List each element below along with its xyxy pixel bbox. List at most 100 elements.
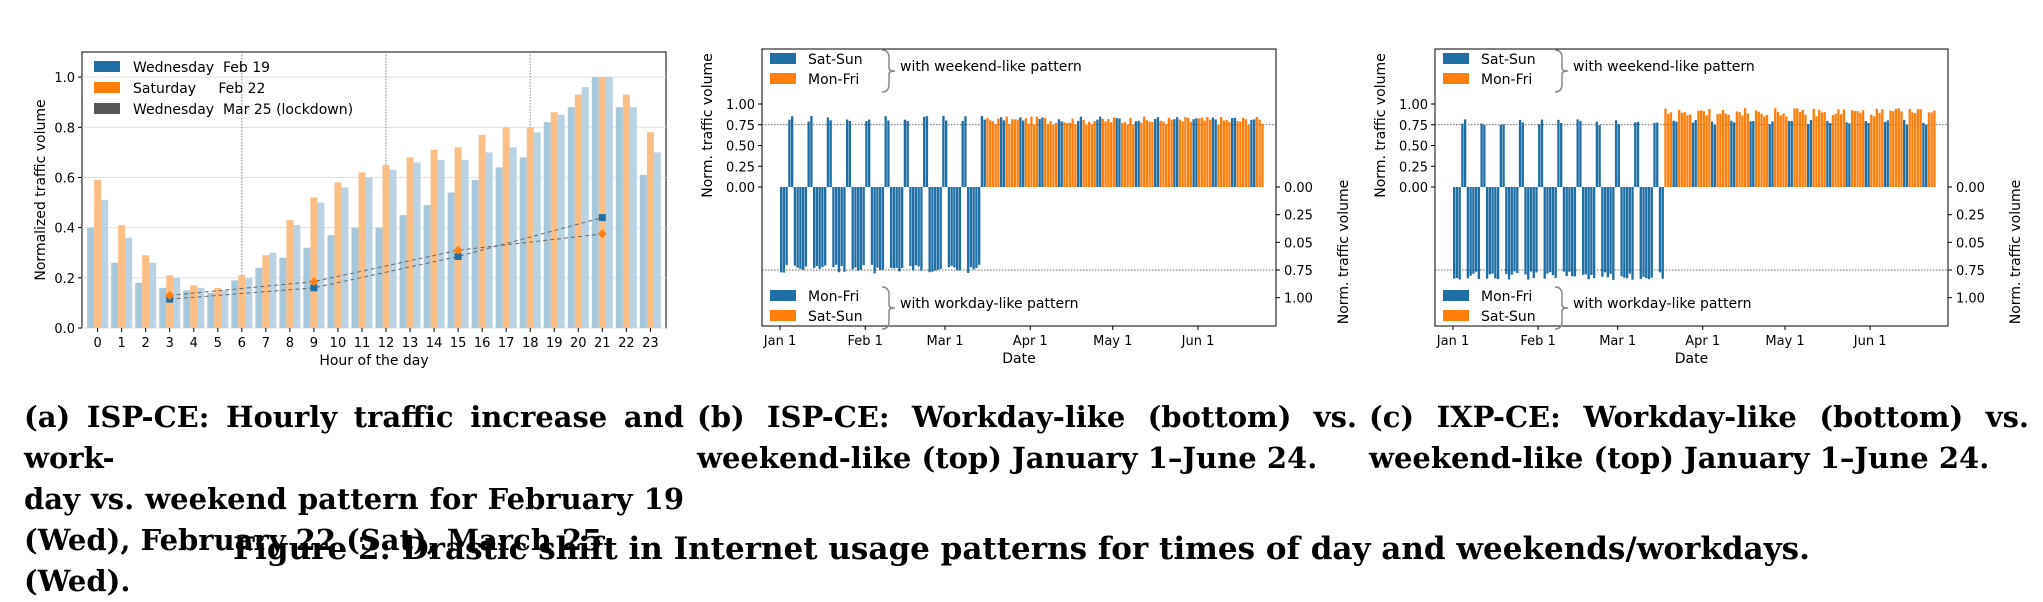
bar-workday-top-c [1872,116,1876,187]
bar-a [567,107,575,328]
bar-workday-bottom-b [851,187,854,270]
bar-workday-bottom-c [1474,187,1478,272]
bar-workday-top-b [1181,121,1184,187]
bar-workday-bottom-b [978,187,981,265]
bar-workday-top-b [1071,118,1074,187]
bar-workday-top-b [1088,121,1091,187]
bar-workday-top-c [1927,112,1931,187]
bar-workday-top-c [1823,111,1826,187]
xtick-label-a: 19 [546,336,563,351]
bar-workday-top-c [1763,116,1766,187]
bar-a [214,287,222,328]
bar-workday-bottom-c [1543,187,1546,279]
bar-workday-top-b [1052,124,1055,187]
bar-workday-top-b [1198,118,1201,187]
bar-workday-bottom-c [1612,187,1615,280]
caption-a-line: day vs. weekend pattern for February 19 [24,482,684,516]
xtick-label-a: 13 [402,336,419,351]
bar-weekend-top-b [829,120,832,187]
caption-c-line: weekend-like (top) January 1–June 24. [1369,441,1990,475]
xtick-label-b: Jan 1 [763,334,796,349]
bar-weekend-top-b [1173,119,1176,187]
caption-b: (b) ISP-CE: Workday-like (bottom) vs. we… [697,397,1357,479]
bar-workday-top-b [1132,124,1135,187]
bar-workday-bottom-c [1491,187,1494,274]
bar-workday-top-b [1200,117,1204,187]
bar-weekend-top-b [884,116,887,187]
bar-workday-top-c [1859,112,1862,187]
bar-workday-top-c [1782,113,1785,187]
bar-weekend-top-b [788,119,791,187]
bar-workday-bottom-c [1485,187,1489,279]
legend-label-c: Mon-Fri [1481,289,1532,305]
xtick-label-a: 15 [450,336,467,351]
bar-workday-bottom-b [909,187,912,267]
bar-a [382,164,390,328]
bar-weekend-top-b [1211,117,1215,187]
bar-a [255,267,263,328]
bar-a [509,147,517,328]
bar-workday-top-b [1110,122,1113,187]
bar-workday-top-c [1900,111,1903,187]
bar-workday-top-b [1242,117,1245,187]
bar-workday-bottom-c [1571,187,1574,277]
bar-workday-bottom-b [901,187,904,269]
bar-workday-top-c [1837,109,1840,187]
bar-a [406,157,414,328]
xtick-label-c: May 1 [1765,334,1804,349]
xtick-label-c: Feb 1 [1520,334,1555,349]
bar-workday-bottom-b [876,187,879,268]
bar-weekend-top-c [1617,124,1620,187]
bar-workday-top-b [1030,116,1033,187]
bar-workday-top-b [1220,117,1223,187]
bar-weekend-top-b [807,121,810,187]
bar-workday-top-b [1184,117,1187,187]
bar-workday-top-c [1842,109,1846,187]
bar-workday-bottom-b [835,187,838,265]
bar-a [447,192,455,328]
bar-workday-bottom-c [1609,187,1612,274]
bar-a [327,235,335,328]
bar-workday-top-b [1101,118,1105,187]
bar-workday-top-b [997,118,1000,187]
bar-a [543,122,551,328]
bar-workday-bottom-b [950,187,953,266]
bar-a [478,134,486,328]
trend-line-a [169,233,603,296]
bar-weekend-top-c [1807,124,1810,187]
bar-workday-top-b [1011,119,1014,187]
legend-label-a: Wednesday Mar 25 (lockdown) [133,102,353,118]
bar-workday-bottom-b [821,187,824,267]
bar-a [159,287,167,328]
bar-weekend-top-b [1000,117,1003,187]
bar-weekend-top-c [1768,124,1771,187]
ytick-right-label-c: 0.00 [1956,181,1985,196]
bar-workday-top-c [1785,116,1788,187]
bar-workday-top-b [1236,120,1239,187]
bar-a [173,277,181,328]
bar-weekend-top-b [1060,121,1063,187]
bar-weekend-top-c [1636,121,1640,187]
legend-label-c: Sat-Sun [1481,309,1536,325]
legend-brace-b [881,286,896,330]
xtick-label-a: 23 [642,336,659,351]
xtick-label-b: May 1 [1093,334,1132,349]
legend-label-b: Mon-Fri [808,72,859,88]
bar-workday-bottom-c [1628,187,1631,274]
bar-workday-top-b [986,117,989,187]
bar-workday-top-c [1933,110,1936,187]
bar-weekend-top-c [1867,122,1870,187]
bar-weekend-top-c [1905,124,1909,187]
trend-marker-a [165,290,175,300]
bar-workday-bottom-c [1642,187,1645,277]
bar-a [639,174,647,328]
bar-workday-top-c [1776,112,1780,187]
xtick-label-a: 5 [214,336,222,351]
bar-weekend-top-b [923,116,926,187]
bar-workday-bottom-b [796,187,799,268]
bar-a [221,290,229,328]
bar-workday-top-b [1082,119,1085,187]
bar-workday-top-b [1244,119,1248,187]
bar-workday-bottom-c [1603,187,1607,273]
bar-workday-bottom-b [934,187,937,271]
